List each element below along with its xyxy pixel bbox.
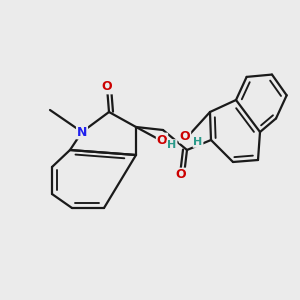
Text: N: N — [77, 125, 87, 139]
Text: H: H — [194, 137, 202, 147]
Text: O: O — [102, 80, 112, 94]
Text: O: O — [157, 134, 167, 146]
Text: H: H — [167, 140, 177, 150]
Text: O: O — [176, 169, 186, 182]
Text: O: O — [180, 130, 190, 142]
